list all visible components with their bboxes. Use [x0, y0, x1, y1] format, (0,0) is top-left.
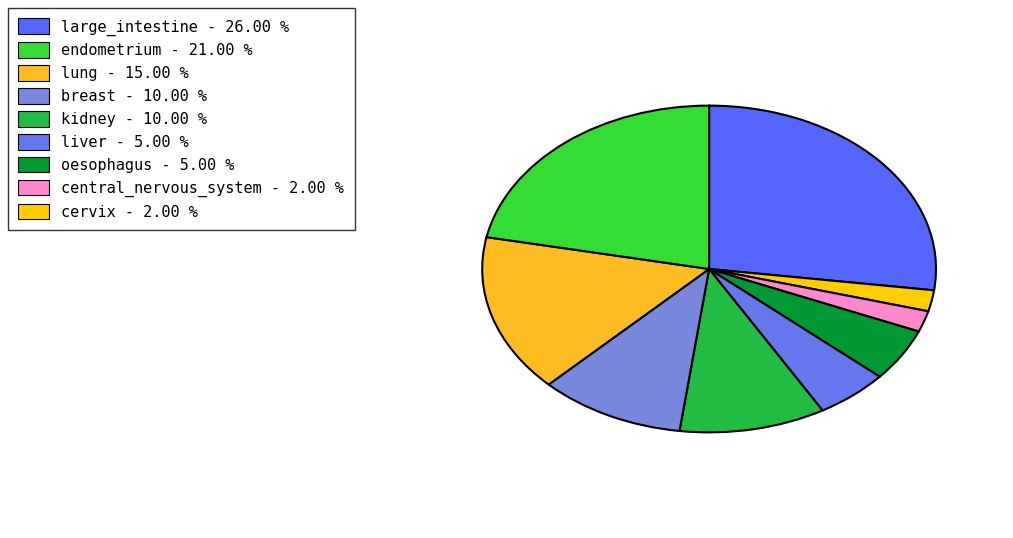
Wedge shape — [709, 269, 934, 312]
Wedge shape — [549, 269, 709, 431]
Wedge shape — [709, 105, 936, 291]
Wedge shape — [709, 269, 879, 410]
Wedge shape — [680, 269, 823, 433]
Wedge shape — [482, 237, 709, 385]
Wedge shape — [709, 269, 928, 331]
Wedge shape — [709, 269, 919, 377]
Wedge shape — [486, 105, 709, 269]
Legend: large_intestine - 26.00 %, endometrium - 21.00 %, lung - 15.00 %, breast - 10.00: large_intestine - 26.00 %, endometrium -… — [8, 8, 355, 230]
